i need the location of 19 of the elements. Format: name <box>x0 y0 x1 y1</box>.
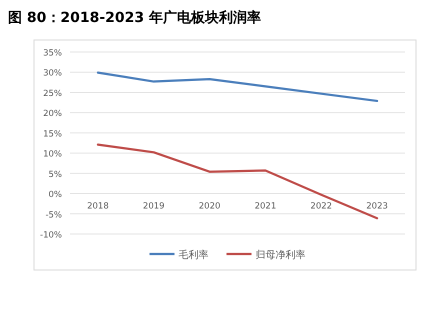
y-tick-label: 30% <box>43 68 62 79</box>
y-tick-label: -5% <box>45 210 62 220</box>
y-tick-label: -10% <box>40 230 62 240</box>
x-tick-label: 2021 <box>254 202 276 212</box>
title: 图 80：2018-2023 年广电板块利润率 <box>8 10 261 26</box>
legend-label: 毛利率 <box>178 249 208 261</box>
y-tick-label: 25% <box>43 88 62 99</box>
y-tick-label: 15% <box>43 129 62 140</box>
x-tick-label: 2019 <box>142 202 165 212</box>
y-tick-label: 10% <box>43 150 62 160</box>
y-tick-label: 20% <box>43 109 62 120</box>
legend-label: 归母净利率 <box>256 249 306 261</box>
x-tick-label: 2018 <box>87 202 109 212</box>
x-tick-label: 2023 <box>366 202 388 212</box>
x-tick-label: 2020 <box>198 202 220 212</box>
y-tick-label: 35% <box>43 48 62 58</box>
y-tick-label: 0% <box>48 190 62 200</box>
y-tick-label: 5% <box>48 170 62 180</box>
x-tick-label: 2022 <box>310 202 332 212</box>
